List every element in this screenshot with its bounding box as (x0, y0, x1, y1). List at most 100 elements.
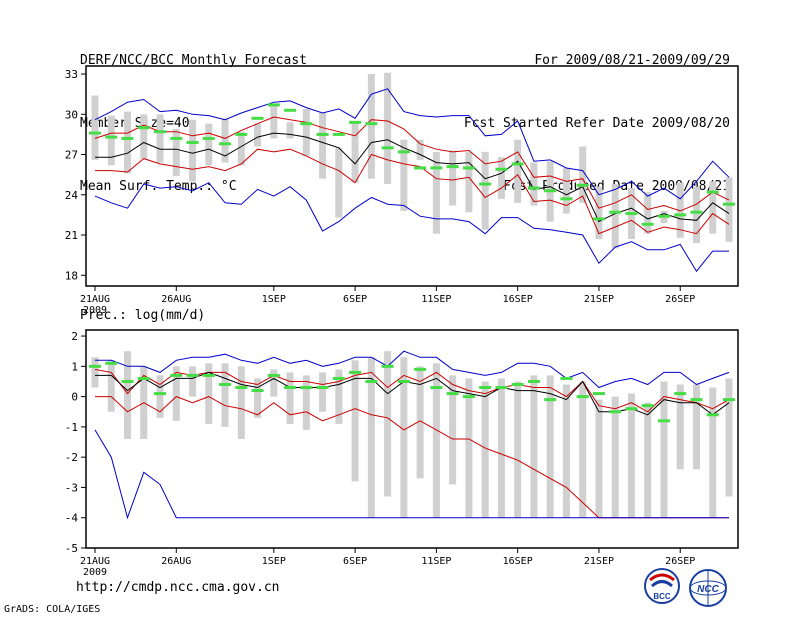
precip-y-tick-label: -5 (65, 542, 78, 555)
temp-observed-marker (527, 186, 540, 190)
temp-y-tick-label: 24 (65, 189, 79, 202)
temp-observed-marker (576, 183, 589, 187)
temp-y-tick-label: 21 (65, 229, 78, 242)
temp-member-box (172, 129, 180, 176)
temp-observed-marker (154, 130, 167, 134)
precip-observed-marker (316, 386, 329, 390)
temp-y-tick-label: 27 (65, 149, 78, 162)
precip-observed-marker (89, 364, 101, 368)
temp-member-box (595, 186, 603, 240)
precip-y-tick-label: -4 (65, 512, 79, 525)
precip-member-box (254, 378, 262, 418)
temp-line-minimum (94, 182, 729, 273)
precip-member-box (335, 369, 343, 424)
precip-line-mean (95, 371, 730, 416)
footer-url: http://cmdp.ncc.cma.gov.cn (76, 580, 280, 595)
temp-observed-marker (186, 140, 199, 144)
temp-x-tick-label: 26AUG (161, 294, 191, 305)
precip-observed-marker (576, 395, 589, 399)
precip-member-box (514, 381, 522, 518)
temp-member-box (351, 123, 359, 183)
temp-member-box (221, 118, 229, 163)
precip-observed-marker (121, 379, 134, 383)
temp-y-tick-label: 33 (65, 68, 78, 81)
chart-title: DERF/NCC/BCC Monthly Forecast (80, 53, 307, 68)
precip-member-box (367, 357, 375, 518)
precip-observed-marker (495, 386, 508, 390)
precip-x-tick-label: 1SEP (262, 556, 286, 567)
temp-observed-marker (332, 132, 345, 136)
temp-member-box (514, 139, 522, 203)
temp-member-box (676, 182, 684, 238)
temp-observed-marker (137, 126, 150, 130)
precip-member-box (286, 372, 294, 424)
precip-observed-marker (479, 386, 492, 390)
precip-member-box (660, 381, 668, 518)
temp-observed-marker (511, 162, 524, 166)
precip-observed-marker (137, 376, 150, 380)
precip-observed-marker (170, 373, 183, 377)
precip-member-box (627, 393, 635, 518)
precip-observed-marker (723, 398, 735, 402)
temp-year-label: 2009 (83, 305, 107, 316)
precip-member-box (319, 372, 327, 412)
bcc-logo-icon: BCC (644, 568, 680, 604)
temp-observed-marker (89, 131, 101, 135)
temp-member-box (286, 122, 294, 139)
ncc-logo-icon: NCC (689, 569, 727, 607)
precip-x-tick-label: 6SEP (343, 556, 367, 567)
precip-observed-marker (462, 395, 475, 399)
precip-observed-marker (527, 379, 540, 383)
temp-observed-marker (625, 212, 638, 216)
precip-member-box (107, 360, 115, 412)
temp-member-box (237, 131, 245, 166)
precip-x-tick-label: 26AUG (161, 556, 191, 567)
temp-line-lower (95, 148, 730, 235)
temp-member-box (481, 151, 489, 230)
precip-member-box (172, 366, 180, 421)
temp-member-box (692, 186, 700, 244)
precip-member-box (351, 360, 359, 482)
precip-observed-marker (397, 379, 410, 383)
precip-member-box (595, 399, 603, 518)
precip-member-box (644, 402, 652, 518)
precip-member-box (709, 387, 717, 518)
grads-credit: GrADS: COLA/IGES (4, 604, 101, 615)
temp-x-tick-label: 11SEP (421, 294, 451, 305)
temp-member-box (140, 114, 148, 159)
precip-member-box (481, 381, 489, 518)
precip-observed-marker (219, 383, 232, 386)
temp-member-box (465, 151, 473, 213)
precip-line-maximum (95, 350, 730, 389)
precip-observed-marker (446, 392, 459, 396)
precip-member-box (611, 396, 619, 518)
temp-observed-marker (495, 167, 508, 171)
precip-member-box (189, 366, 197, 397)
temp-plot-frame (85, 65, 739, 287)
precip-member-box (384, 351, 392, 497)
temp-x-tick-label: 6SEP (343, 294, 367, 305)
precip-y-tick-label: -3 (65, 481, 78, 494)
temp-observed-marker (706, 190, 719, 194)
precip-observed-marker (690, 398, 703, 402)
temp-member-box (270, 106, 278, 139)
precip-member-box (692, 384, 700, 470)
temp-observed-marker (349, 120, 362, 124)
temp-x-tick-label: 21SEP (584, 294, 614, 305)
precip-plot-frame (85, 329, 739, 549)
temp-observed-marker (430, 166, 443, 170)
precip-member-box (237, 366, 245, 439)
temp-member-box (530, 162, 538, 206)
precip-observed-marker (430, 386, 443, 390)
precip-member-box (302, 375, 310, 430)
precip-line-minimum (94, 429, 729, 520)
temp-observed-marker (219, 142, 232, 146)
precip-observed-marker (625, 407, 638, 411)
temp-observed-marker (560, 197, 573, 201)
temp-line-upper (94, 116, 730, 212)
temp-x-tick-label: 26SEP (665, 294, 695, 305)
temp-observed-marker (202, 136, 215, 140)
precip-y-tick-label: 2 (71, 330, 78, 343)
temp-observed-marker (414, 166, 427, 170)
temp-member-box (156, 114, 164, 163)
